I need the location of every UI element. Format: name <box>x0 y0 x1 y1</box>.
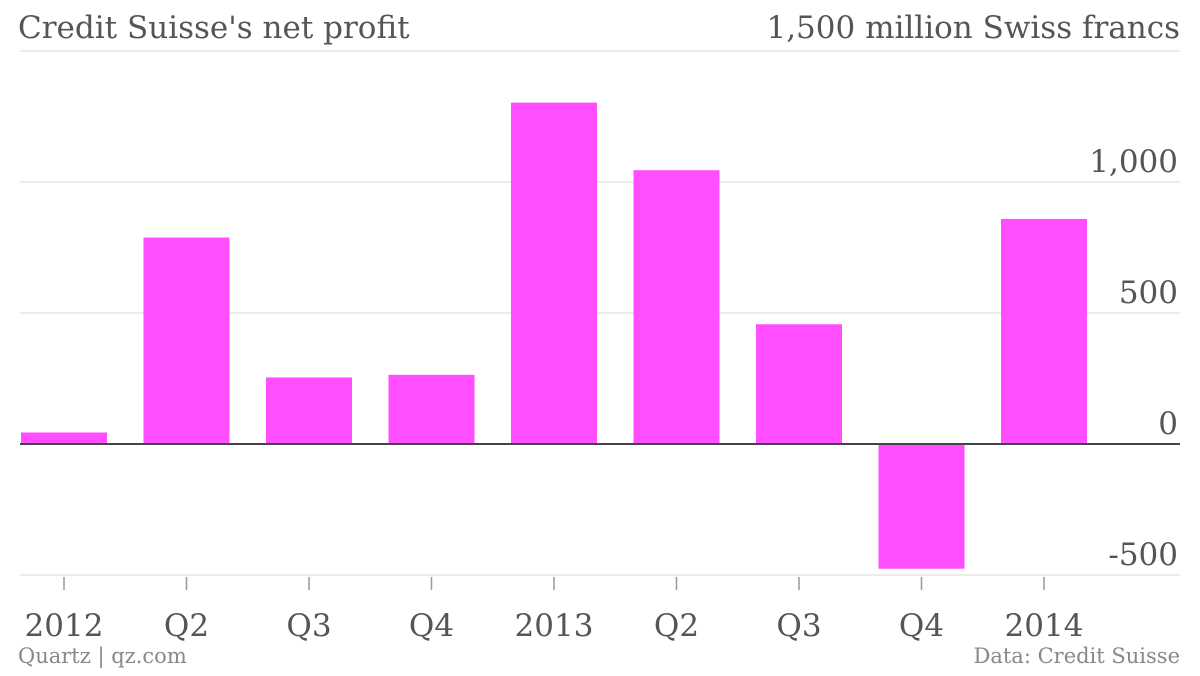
y-tick-label: -500 <box>1108 537 1178 573</box>
credit-label: Quartz | qz.com <box>18 644 187 668</box>
bar <box>266 377 352 444</box>
bar <box>511 102 597 444</box>
bar <box>21 432 107 444</box>
x-tick-label: Q2 <box>164 608 209 644</box>
x-tick-label: Q4 <box>409 608 454 644</box>
gridlines <box>20 50 1180 576</box>
x-tick-label: Q3 <box>776 608 821 644</box>
x-tick-label: 2013 <box>515 608 594 644</box>
axes <box>20 443 1180 590</box>
x-tick-label: Q3 <box>286 608 331 644</box>
bar <box>388 374 475 444</box>
x-tick-label: Q2 <box>654 608 699 644</box>
bar <box>878 444 965 569</box>
x-tick-label: Q4 <box>899 608 944 644</box>
bar <box>633 170 720 444</box>
x-tick-label: 2012 <box>25 608 104 644</box>
bar <box>143 237 230 444</box>
y-axis-unit-label: 1,500 million Swiss francs <box>766 10 1180 46</box>
y-tick-label: 0 <box>1158 406 1178 442</box>
bar <box>1001 218 1087 444</box>
bar <box>756 324 842 444</box>
tick-labels: -500 0 500 1,000 2012 Q2 Q3 Q4 2013 Q2 Q3 Q4 2014 <box>25 144 1178 644</box>
y-tick-label: 500 <box>1119 275 1178 311</box>
y-tick-label: 1,000 <box>1089 144 1178 180</box>
chart-title: Credit Suisse's net profit <box>18 10 410 46</box>
source-label: Data: Credit Suisse <box>973 644 1180 668</box>
x-tick-label: 2014 <box>1005 608 1084 644</box>
bars <box>21 102 1087 569</box>
